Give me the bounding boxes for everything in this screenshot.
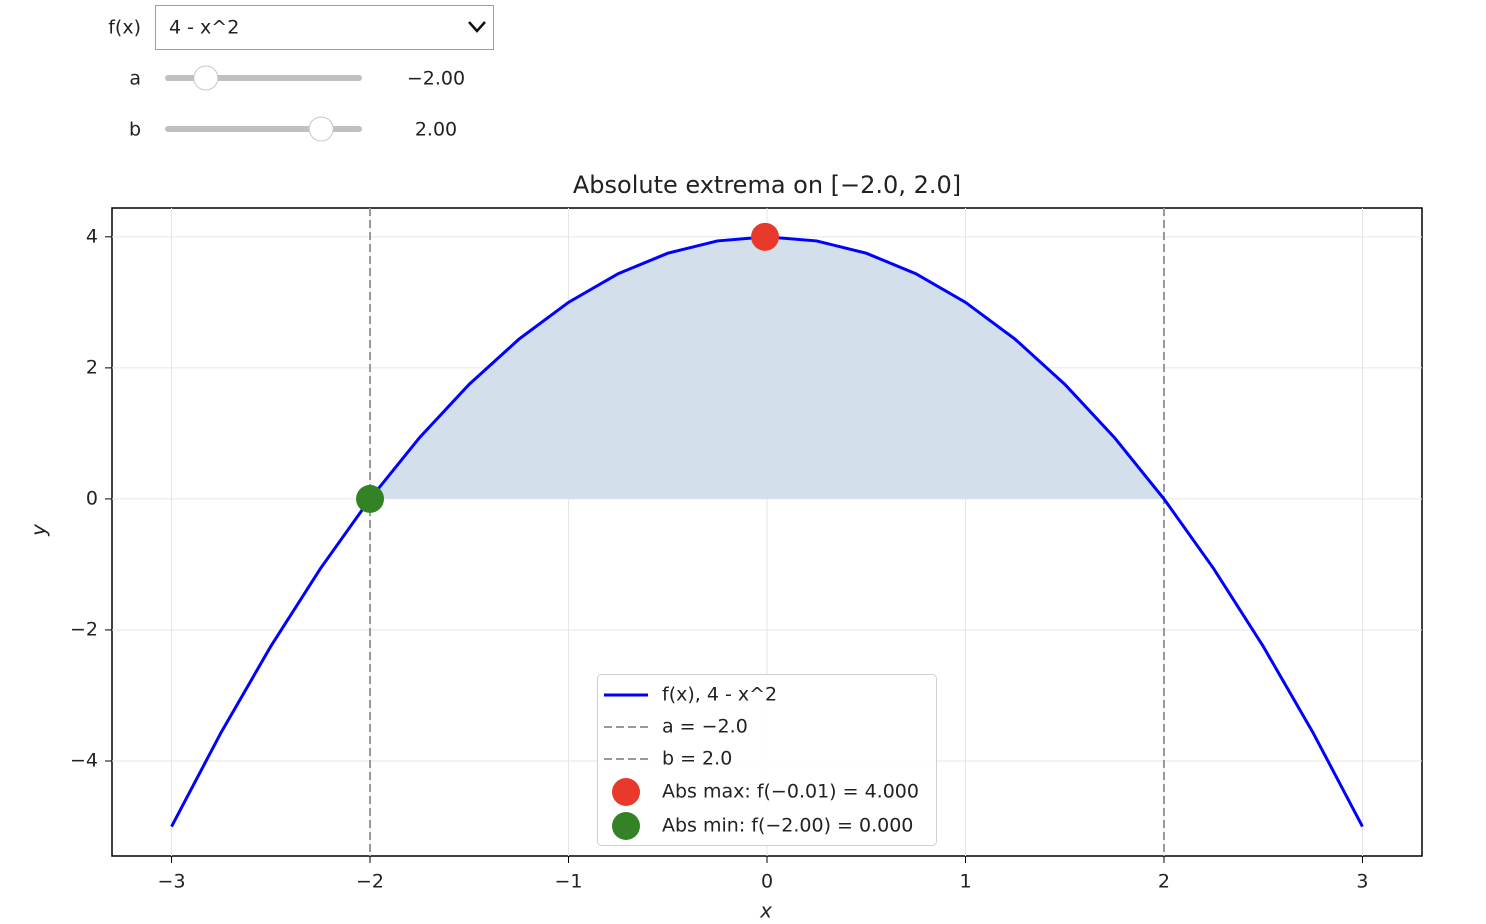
slider-value: 2.00 [415,119,457,141]
legend-box [597,674,937,846]
legend-label: Abs min: f(−2.00) = 0.000 [662,815,913,837]
dropdown-value[interactable]: 4 - x^2 [169,17,239,39]
x-tick-label: −2 [356,871,384,893]
legend-swatch [612,778,640,806]
dropdown-chevron[interactable] [468,21,486,33]
legend-label: Abs max: f(−0.01) = 4.000 [662,781,919,803]
slider-handle[interactable] [193,65,219,91]
y-tick-label: −4 [70,749,98,771]
slider-label: b [129,119,141,141]
x-tick-label: 3 [1356,871,1368,893]
legend-label: a = −2.0 [662,716,748,738]
y-tick-label: 4 [86,225,98,247]
chart-title: Absolute extrema on [−2.0, 2.0] [573,171,961,199]
slider-value: −2.00 [407,68,465,90]
legend-label: b = 2.0 [662,748,732,770]
x-tick-label: 0 [761,871,773,893]
dropdown-label: f(x) [108,17,141,39]
x-axis-label: x [759,899,772,923]
x-tick-label: −3 [158,871,186,893]
y-axis-label: y [27,523,51,537]
legend-swatch [612,812,640,840]
y-tick-label: −2 [70,618,98,640]
extremum-point [751,222,780,251]
dropdown[interactable] [155,5,494,50]
y-tick-label: 2 [86,356,98,378]
slider-label: a [129,68,141,90]
extremum-point [356,484,385,513]
x-tick-label: −1 [555,871,583,893]
x-tick-label: 1 [959,871,971,893]
slider-handle[interactable] [308,116,334,142]
legend-label: f(x), 4 - x^2 [662,684,777,706]
y-tick-label: 0 [86,487,98,509]
x-tick-label: 2 [1158,871,1170,893]
